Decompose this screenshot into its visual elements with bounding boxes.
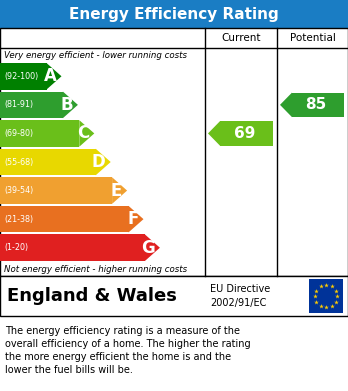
Text: G: G xyxy=(141,239,155,257)
Text: B: B xyxy=(60,96,73,114)
Text: E: E xyxy=(111,181,122,199)
Text: C: C xyxy=(77,124,89,142)
Polygon shape xyxy=(128,206,143,232)
Text: (81-91): (81-91) xyxy=(4,100,33,109)
Text: EU Directive: EU Directive xyxy=(210,284,270,294)
Bar xyxy=(292,93,344,117)
Bar xyxy=(0,177,112,204)
Polygon shape xyxy=(112,177,127,204)
Text: 85: 85 xyxy=(306,97,327,112)
Text: Potential: Potential xyxy=(290,33,335,43)
Text: (21-38): (21-38) xyxy=(4,215,33,224)
Bar xyxy=(0,91,63,118)
Text: 2002/91/EC: 2002/91/EC xyxy=(210,298,266,308)
Bar xyxy=(0,28,348,276)
Polygon shape xyxy=(79,120,94,147)
Text: Energy Efficiency Rating: Energy Efficiency Rating xyxy=(69,7,279,22)
Polygon shape xyxy=(208,121,220,146)
Text: A: A xyxy=(44,67,56,85)
Bar xyxy=(0,206,128,232)
Bar xyxy=(0,276,348,316)
Bar xyxy=(0,63,47,90)
Bar xyxy=(0,149,96,175)
Bar xyxy=(220,121,273,146)
Bar xyxy=(0,0,348,28)
Text: The energy efficiency rating is a measure of the
overall efficiency of a home. T: The energy efficiency rating is a measur… xyxy=(5,326,251,375)
Bar xyxy=(0,120,79,147)
Text: (69-80): (69-80) xyxy=(4,129,33,138)
Text: Very energy efficient - lower running costs: Very energy efficient - lower running co… xyxy=(4,50,187,59)
Polygon shape xyxy=(63,91,78,118)
Text: (39-54): (39-54) xyxy=(4,186,33,195)
Text: Current: Current xyxy=(221,33,261,43)
Text: 69: 69 xyxy=(234,126,255,141)
Text: (1-20): (1-20) xyxy=(4,243,28,252)
Polygon shape xyxy=(280,93,292,117)
Bar xyxy=(0,235,145,261)
Bar xyxy=(309,279,343,313)
Text: (55-68): (55-68) xyxy=(4,158,33,167)
Text: England & Wales: England & Wales xyxy=(7,287,177,305)
Text: Not energy efficient - higher running costs: Not energy efficient - higher running co… xyxy=(4,264,187,273)
Polygon shape xyxy=(47,63,62,90)
Polygon shape xyxy=(96,149,111,175)
Text: D: D xyxy=(92,153,106,171)
Text: F: F xyxy=(127,210,139,228)
Text: (92-100): (92-100) xyxy=(4,72,38,81)
Polygon shape xyxy=(145,235,160,261)
